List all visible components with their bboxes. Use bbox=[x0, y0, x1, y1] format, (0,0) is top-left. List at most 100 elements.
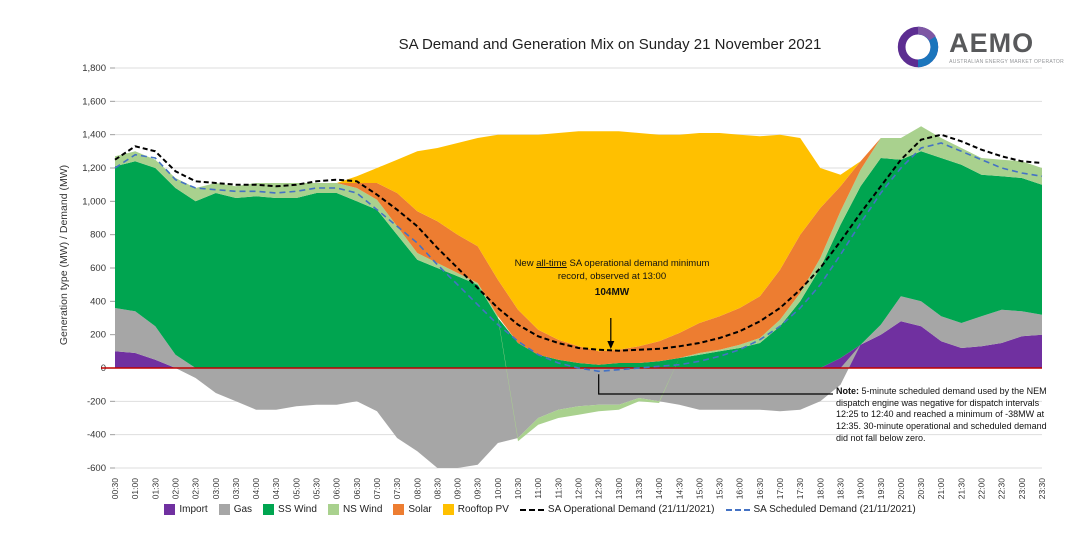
legend-label: Gas bbox=[233, 504, 253, 515]
x-tick-label: 10:00 bbox=[493, 478, 503, 500]
x-tick-label: 08:30 bbox=[432, 478, 442, 500]
legend-item: Gas bbox=[218, 504, 253, 515]
min-record-underlined: all-time bbox=[536, 258, 567, 269]
aemo-logo-mark bbox=[897, 26, 939, 68]
logo-tagline: AUSTRALIAN ENERGY MARKET OPERATOR bbox=[949, 58, 1064, 65]
legend-label: NS Wind bbox=[342, 504, 383, 515]
legend: Import Gas SS Wind NS Wind Solar Rooftop PV SA… bbox=[0, 504, 1080, 515]
aemo-logo: AEMO AUSTRALIAN ENERGY MARKET OPERATOR bbox=[893, 22, 1064, 72]
x-tick-label: 15:30 bbox=[715, 478, 725, 500]
area-ns-wind bbox=[115, 126, 1042, 442]
area-import bbox=[115, 321, 1042, 368]
y-tick-label: 1,400 bbox=[82, 130, 106, 141]
min-record-text: New all-time SA operational demand minim… bbox=[514, 258, 710, 282]
x-tick-label: 07:30 bbox=[392, 478, 402, 500]
x-tick-label: 17:00 bbox=[775, 478, 785, 500]
legend-label: SS Wind bbox=[278, 504, 317, 515]
x-tick-label: 12:00 bbox=[574, 478, 584, 500]
min-record-arrowhead bbox=[607, 341, 615, 349]
legend-item: SA Scheduled Demand (21/11/2021) bbox=[725, 504, 916, 515]
line-sa-operational-demand-21-11-2021- bbox=[114, 133, 1043, 352]
logo-text: AEMO AUSTRALIAN ENERGY MARKET OPERATOR bbox=[949, 27, 1064, 65]
legend-swatch bbox=[327, 504, 339, 515]
chart-title: SA Demand and Generation Mix on Sunday 2… bbox=[398, 36, 822, 53]
legend-swatch bbox=[164, 504, 176, 515]
legend-item: SS Wind bbox=[263, 504, 317, 515]
area-rooftop-pv bbox=[115, 126, 1042, 352]
legend-item: Solar bbox=[393, 504, 432, 515]
note-label: Note: bbox=[836, 386, 859, 396]
y-tick-label: -400 bbox=[87, 430, 106, 441]
x-tick-label: 18:30 bbox=[835, 478, 845, 500]
x-tick-label: 11:30 bbox=[553, 478, 563, 499]
x-tick-label: 16:00 bbox=[735, 478, 745, 500]
y-tick-label: 1,800 bbox=[82, 63, 106, 74]
x-tick-label: 15:00 bbox=[694, 478, 704, 500]
x-tick-label: 10:30 bbox=[513, 478, 523, 500]
x-tick-label: 09:30 bbox=[473, 478, 483, 500]
legend-line-sample bbox=[725, 508, 750, 511]
min-record-value: 104MW bbox=[594, 286, 630, 298]
x-tick-label: 23:00 bbox=[1017, 478, 1027, 500]
y-tick-label: -600 bbox=[87, 463, 106, 474]
legend-swatch bbox=[263, 504, 275, 515]
y-tick-label: 800 bbox=[90, 230, 106, 241]
x-tick-label: 09:00 bbox=[453, 478, 463, 500]
legend-label: Import bbox=[179, 504, 208, 515]
x-tick-label: 02:00 bbox=[170, 478, 180, 500]
y-tick-label: 200 bbox=[90, 330, 106, 341]
logo-name: AEMO bbox=[949, 27, 1035, 58]
x-tick-label: 22:30 bbox=[997, 478, 1007, 500]
x-tick-label: 07:00 bbox=[372, 478, 382, 500]
x-tick-label: 21:30 bbox=[956, 478, 966, 500]
x-tick-label: 08:00 bbox=[412, 478, 422, 500]
x-tick-label: 16:30 bbox=[755, 478, 765, 500]
legend-line-sample bbox=[519, 508, 544, 511]
x-tick-label: 14:30 bbox=[674, 478, 684, 500]
legend-item: SA Operational Demand (21/11/2021) bbox=[519, 504, 715, 515]
x-tick-label: 20:00 bbox=[896, 478, 906, 500]
y-tick-label: 1,600 bbox=[82, 96, 106, 107]
x-tick-label: 12:30 bbox=[594, 478, 604, 500]
x-tick-label: 22:00 bbox=[977, 478, 987, 500]
y-tick-label: 600 bbox=[90, 263, 106, 274]
line-sa-scheduled-demand-21-11-2021- bbox=[114, 142, 1043, 373]
x-tick-label: 17:30 bbox=[795, 478, 805, 500]
logo-arc-light bbox=[917, 26, 936, 41]
x-tick-label: 03:00 bbox=[211, 478, 221, 500]
x-tick-label: 01:30 bbox=[150, 478, 160, 500]
x-tick-label: 04:30 bbox=[271, 478, 281, 500]
x-tick-label: 03:30 bbox=[231, 478, 241, 500]
x-tick-label: 05:30 bbox=[312, 478, 322, 500]
min-record-annotation: New all-time SA operational demand minim… bbox=[500, 258, 724, 299]
x-tick-label: 01:00 bbox=[130, 478, 140, 500]
legend-swatch bbox=[393, 504, 405, 515]
legend-label: SA Operational Demand (21/11/2021) bbox=[547, 504, 715, 515]
x-tick-label: 00:30 bbox=[110, 478, 120, 500]
x-tick-label: 18:00 bbox=[815, 478, 825, 500]
legend-item: NS Wind bbox=[327, 504, 383, 515]
area-ss-wind bbox=[115, 151, 1042, 368]
x-tick-label: 13:00 bbox=[614, 478, 624, 500]
y-tick-label: 400 bbox=[90, 296, 106, 307]
legend-item: Rooftop PV bbox=[442, 504, 509, 515]
x-tick-label: 21:00 bbox=[936, 478, 946, 500]
x-tick-label: 14:00 bbox=[654, 478, 664, 500]
x-tick-label: 19:30 bbox=[876, 478, 886, 500]
note-text: 5-minute scheduled demand used by the NE… bbox=[836, 386, 1047, 443]
x-tick-label: 04:00 bbox=[251, 478, 261, 500]
legend-label: SA Scheduled Demand (21/11/2021) bbox=[753, 504, 916, 515]
x-tick-label: 02:30 bbox=[191, 478, 201, 500]
x-tick-label: 06:30 bbox=[352, 478, 362, 500]
legend-swatch bbox=[442, 504, 454, 515]
x-tick-label: 23:30 bbox=[1037, 478, 1047, 500]
note-annotation: Note: 5-minute scheduled demand used by … bbox=[836, 386, 1054, 444]
area-gas bbox=[115, 296, 1042, 468]
x-tick-label: 11:00 bbox=[533, 478, 543, 499]
x-tick-label: 20:30 bbox=[916, 478, 926, 500]
legend-item: Import bbox=[164, 504, 208, 515]
y-tick-label: 1,200 bbox=[82, 163, 106, 174]
y-tick-label: -200 bbox=[87, 396, 106, 407]
